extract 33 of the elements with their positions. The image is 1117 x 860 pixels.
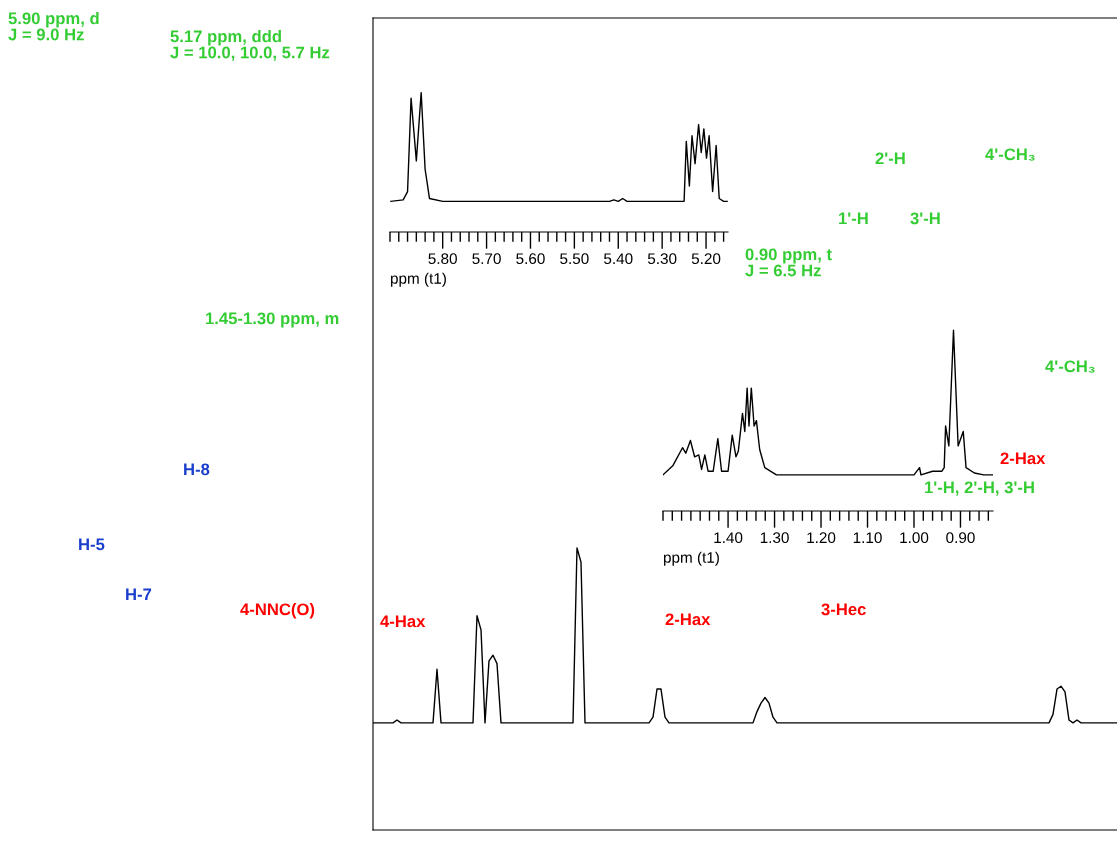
text: 2'-H xyxy=(875,152,905,165)
text: 4'-CH₃ xyxy=(1045,360,1095,373)
x-tick-label: 5.20 xyxy=(691,253,721,265)
x-tick-label: 5.60 xyxy=(516,253,545,265)
annotation: 3-Hec xyxy=(821,603,866,616)
x-tick-label: 0.90 xyxy=(946,532,975,544)
x-axis-title: ppm (t1) xyxy=(390,272,446,287)
x-tick-label: 1.30 xyxy=(760,532,789,544)
text: 1.45-1.30 ppm, m xyxy=(206,312,339,328)
text: H-7 xyxy=(126,588,152,601)
x-tick-label: 5.30 xyxy=(647,253,677,265)
x-tick-label: 5.70 xyxy=(472,253,501,265)
x-tick-label: 5.50 xyxy=(560,253,589,265)
text: 1'-H xyxy=(839,212,868,225)
x-tick-label: 5.80 xyxy=(428,253,457,265)
text: 5.90 ppm, d J = 9.0 Hz xyxy=(8,12,99,41)
text: 0.90 ppm, t J = 6.5 Hz xyxy=(745,248,832,277)
text: H-5 xyxy=(79,538,105,551)
text: 4'-CH₃ xyxy=(985,148,1035,161)
text: 3'-H xyxy=(910,212,940,225)
x-tick-label: 1.00 xyxy=(900,532,929,544)
text: H-8 xyxy=(184,463,210,476)
annotation: 2-Hax xyxy=(665,613,711,626)
text: 5.17 ppm, ddd J = 10.0, 10.0, 5.7 Hz xyxy=(170,30,330,61)
x-tick-label: 1.20 xyxy=(807,532,836,544)
text: 2-Hax xyxy=(1000,452,1046,465)
annotation: 4-Hax xyxy=(380,615,426,628)
x-tick-label: 1.10 xyxy=(853,532,882,544)
text: 4-NNC(O) xyxy=(240,603,315,619)
x-tick-label: 5.40 xyxy=(604,253,633,265)
annotation: 1'-H, 2'-H, 3'-H xyxy=(925,481,1034,496)
x-axis-title: ppm (t1) xyxy=(663,551,719,566)
x-tick-label: 1.40 xyxy=(714,532,743,544)
